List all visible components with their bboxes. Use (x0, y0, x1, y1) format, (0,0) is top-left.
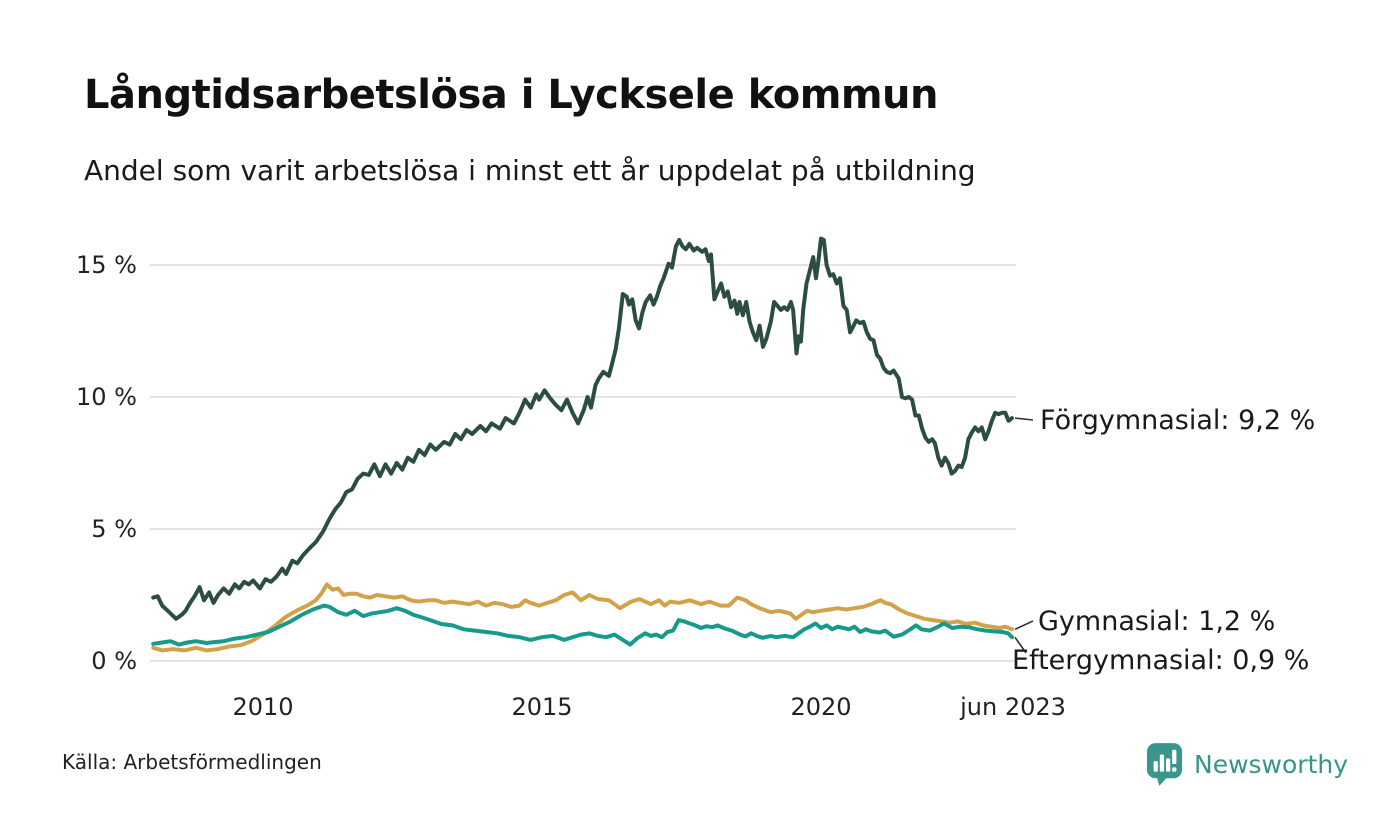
newsworthy-wordmark: Newsworthy (1194, 750, 1349, 779)
y-tick-15: 15 % (76, 251, 137, 279)
y-tick-10: 10 % (76, 383, 137, 411)
chart-subtitle: Andel som varit arbetslösa i minst ett å… (84, 154, 976, 187)
x-tick-2015: 2015 (511, 693, 573, 721)
series-line-eftergymnasial (151, 603, 1014, 647)
label-connector (1014, 620, 1034, 631)
x-tick-jun2023: jun 2023 (960, 693, 1066, 721)
y-tick-5: 5 % (91, 515, 137, 543)
series-label-forgymnasial: Förgymnasial: 9,2 % (1040, 405, 1316, 436)
source-note: Källa: Arbetsförmedlingen (62, 750, 322, 774)
page-title: Långtidsarbetslösa i Lycksele kommun (84, 72, 939, 118)
label-connector (1014, 417, 1034, 421)
series-line-gymnasial (151, 582, 1014, 653)
series-line-förgymnasial (151, 236, 1014, 621)
newsworthy-logo: Newsworthy (1146, 742, 1348, 787)
y-tick-0: 0 % (91, 647, 137, 675)
series-label-eftergymnasial: Eftergymnasial: 0,9 % (1012, 645, 1310, 676)
series-label-gymnasial: Gymnasial: 1,2 % (1038, 606, 1276, 637)
label-connector (1014, 636, 1027, 654)
newsworthy-bubble-chart-icon (1146, 743, 1183, 786)
x-tick-2010: 2010 (232, 693, 294, 721)
x-tick-2020: 2020 (790, 693, 852, 721)
